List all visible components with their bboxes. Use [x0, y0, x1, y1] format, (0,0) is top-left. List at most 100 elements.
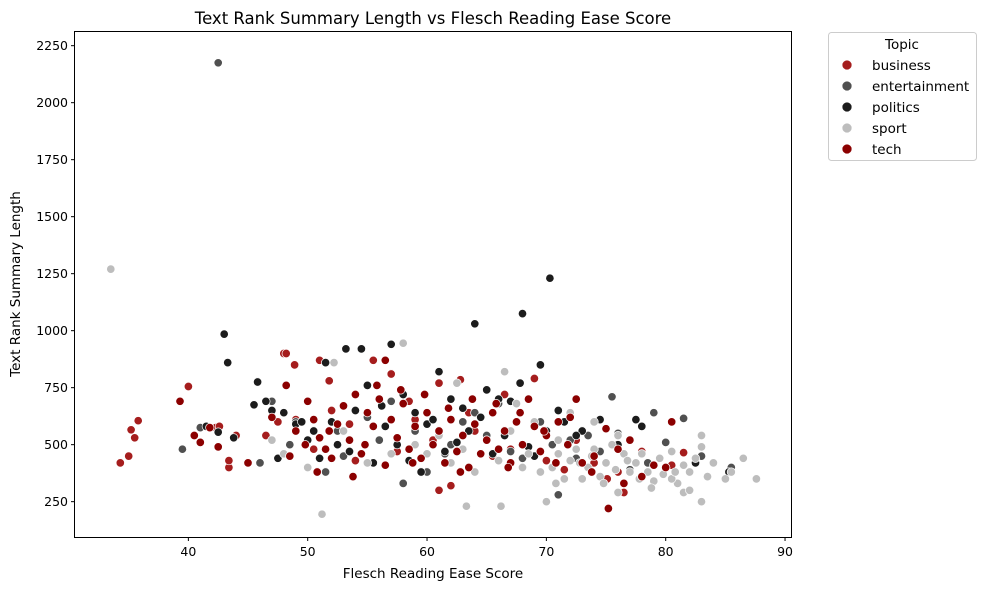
- data-point: [517, 309, 528, 319]
- legend-box: [828, 32, 977, 161]
- data-point: [494, 456, 504, 466]
- data-point: [362, 380, 372, 390]
- data-point: [535, 360, 545, 370]
- data-point: [529, 373, 539, 384]
- data-point: [661, 462, 671, 473]
- data-point: [249, 400, 259, 410]
- data-point: [177, 444, 187, 454]
- data-point: [667, 446, 677, 457]
- data-point: [344, 435, 355, 445]
- data-point: [702, 472, 713, 482]
- series-tech: [175, 355, 677, 514]
- data-point: [362, 458, 372, 468]
- data-point: [356, 344, 366, 354]
- legend-item-tech: tech: [841, 142, 902, 158]
- data-point: [350, 456, 360, 466]
- data-point: [613, 487, 623, 498]
- data-point: [571, 430, 581, 441]
- data-point: [386, 369, 396, 379]
- data-point: [577, 474, 587, 484]
- data-point: [494, 444, 504, 454]
- data-point: [553, 449, 563, 459]
- data-point: [130, 433, 140, 443]
- data-point: [279, 408, 289, 418]
- data-point: [619, 478, 629, 488]
- data-point: [281, 380, 291, 390]
- data-point: [338, 451, 349, 461]
- x-tick-label: 60: [419, 544, 435, 559]
- data-point: [690, 453, 701, 463]
- legend-label: politics: [872, 100, 920, 116]
- data-point: [571, 394, 581, 404]
- data-point: [297, 417, 307, 427]
- data-point: [488, 408, 498, 418]
- data-point: [368, 421, 378, 431]
- data-point: [422, 408, 432, 418]
- data-point: [679, 460, 689, 470]
- x-tick-label: 70: [538, 544, 554, 559]
- data-point: [599, 478, 609, 488]
- data-point: [607, 392, 617, 402]
- legend-item-entertainment: entertainment: [841, 79, 969, 95]
- y-tick-label: 250: [44, 494, 68, 509]
- data-point: [613, 430, 623, 441]
- data-point: [285, 451, 295, 461]
- data-point: [571, 444, 581, 454]
- legend-marker: [841, 59, 853, 71]
- data-point: [541, 456, 551, 466]
- legend-label: sport: [872, 121, 907, 137]
- data-point: [309, 444, 319, 454]
- data-point: [547, 440, 557, 450]
- data-point: [321, 358, 331, 368]
- data-point: [273, 417, 283, 427]
- data-point: [587, 467, 597, 477]
- data-point: [601, 424, 611, 434]
- data-point: [637, 421, 647, 431]
- data-point: [535, 446, 545, 457]
- data-point: [205, 423, 215, 433]
- data-point: [551, 478, 561, 488]
- data-point: [380, 355, 390, 365]
- data-point: [420, 389, 430, 400]
- points-layer: [106, 58, 761, 519]
- data-point: [696, 442, 707, 452]
- data-point: [434, 378, 444, 388]
- y-axis: 250 500 750 1000 1250 1500 1750 2000 2250: [36, 38, 75, 509]
- data-point: [312, 467, 322, 477]
- data-point: [643, 467, 653, 477]
- data-point: [410, 421, 420, 431]
- legend-label: tech: [872, 142, 902, 158]
- data-point: [708, 458, 718, 468]
- data-point: [332, 419, 343, 429]
- data-point: [321, 444, 331, 454]
- data-point: [577, 458, 587, 468]
- data-point: [470, 319, 480, 329]
- series-entertainment: [177, 58, 736, 500]
- data-point: [470, 419, 480, 429]
- data-point: [398, 338, 408, 348]
- data-point: [434, 485, 444, 495]
- chart-title: Text Rank Summary Length vs Flesch Readi…: [194, 9, 671, 28]
- data-point: [261, 396, 271, 406]
- data-point: [380, 421, 390, 431]
- data-point: [189, 430, 199, 441]
- data-point: [219, 329, 229, 339]
- data-point: [470, 467, 480, 477]
- y-tick-label: 2000: [36, 95, 68, 110]
- data-point: [577, 426, 587, 436]
- data-point: [500, 367, 510, 377]
- data-point: [553, 405, 563, 416]
- data-point: [500, 389, 510, 400]
- data-point: [563, 440, 573, 450]
- data-point: [324, 376, 334, 386]
- data-point: [515, 378, 525, 388]
- data-point: [300, 440, 310, 450]
- data-point: [631, 415, 641, 425]
- data-point: [327, 453, 337, 463]
- data-point: [452, 446, 462, 457]
- data-point: [422, 419, 432, 429]
- series-politics: [201, 273, 734, 477]
- data-point: [386, 396, 396, 406]
- x-axis-label: Flesch Reading Ease Score: [343, 566, 523, 582]
- data-point: [324, 426, 334, 436]
